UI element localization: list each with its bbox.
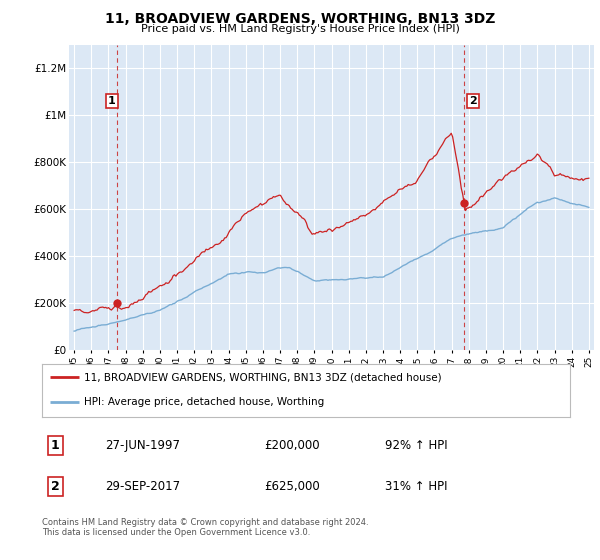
Text: 2: 2 <box>469 96 477 106</box>
Text: £200,000: £200,000 <box>264 439 319 452</box>
Text: 29-SEP-2017: 29-SEP-2017 <box>106 480 181 493</box>
Text: HPI: Average price, detached house, Worthing: HPI: Average price, detached house, Wort… <box>84 397 325 407</box>
Text: £625,000: £625,000 <box>264 480 320 493</box>
Text: 11, BROADVIEW GARDENS, WORTHING, BN13 3DZ (detached house): 11, BROADVIEW GARDENS, WORTHING, BN13 3D… <box>84 372 442 382</box>
Text: 31% ↑ HPI: 31% ↑ HPI <box>385 480 448 493</box>
Text: Contains HM Land Registry data © Crown copyright and database right 2024.
This d: Contains HM Land Registry data © Crown c… <box>42 518 368 538</box>
Text: 1: 1 <box>51 439 59 452</box>
Text: 27-JUN-1997: 27-JUN-1997 <box>106 439 181 452</box>
Text: 1: 1 <box>108 96 116 106</box>
Text: 92% ↑ HPI: 92% ↑ HPI <box>385 439 448 452</box>
Text: 2: 2 <box>51 480 59 493</box>
Text: Price paid vs. HM Land Registry's House Price Index (HPI): Price paid vs. HM Land Registry's House … <box>140 24 460 34</box>
Text: 11, BROADVIEW GARDENS, WORTHING, BN13 3DZ: 11, BROADVIEW GARDENS, WORTHING, BN13 3D… <box>105 12 495 26</box>
